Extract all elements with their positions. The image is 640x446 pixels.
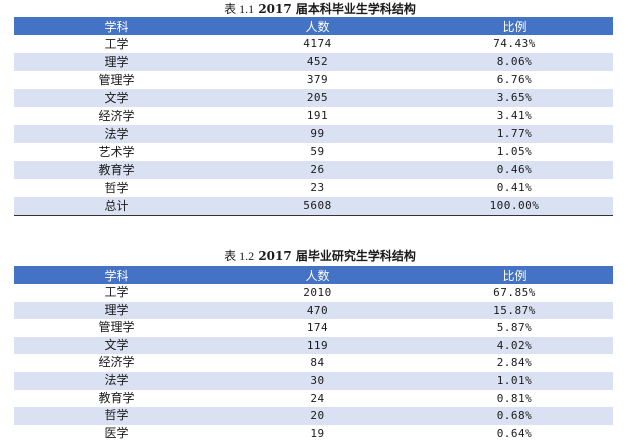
table-row: 教育学 26 0.46%: [14, 161, 613, 179]
discipline-cell: 管理学: [98, 73, 135, 87]
table-row: 文学 119 4.02%: [14, 336, 613, 355]
count-cell: 191: [306, 109, 329, 122]
discipline-cell: 理学: [14, 301, 219, 320]
table1-header-row: 学科 人数 比例: [14, 17, 613, 35]
table-row: 经济学 191 3.41%: [14, 107, 613, 125]
ratio-cell: 5.87%: [496, 321, 533, 335]
ratio-cell: 1.77%: [416, 125, 613, 143]
discipline-cell: 管理学: [98, 320, 135, 335]
table2-caption-title: 2017 届毕业研究生学科结构: [258, 249, 416, 263]
discipline-cell: 教育学: [98, 390, 135, 405]
count-cell: 5608: [219, 197, 416, 216]
discipline-cell: 文学: [14, 89, 219, 107]
table2-header-ratio: 比例: [416, 266, 613, 284]
table-row: 工学 4174 74.43%: [14, 35, 613, 53]
ratio-cell: 0.41%: [496, 181, 533, 194]
table-row: 艺术学 59 1.05%: [14, 143, 613, 161]
count-cell: 379: [306, 73, 329, 86]
table2-header-count: 人数: [219, 266, 416, 284]
table-row: 管理学 174 5.87%: [14, 319, 613, 337]
count-cell: 84: [310, 356, 325, 370]
ratio-cell: 3.65%: [416, 89, 613, 107]
discipline-cell: 工学: [104, 37, 129, 51]
table2-caption: 表 1.2 2017 届毕业研究生学科结构: [0, 248, 640, 264]
discipline-cell: 经济学: [98, 355, 135, 370]
ratio-cell: 0.81%: [496, 391, 533, 405]
count-cell: 4174: [303, 37, 332, 50]
count-cell: 19: [310, 426, 325, 440]
table1-caption: 表 1.1 2017 届本科毕业生学科结构: [0, 1, 640, 17]
count-cell: 24: [310, 391, 325, 405]
count-cell: 205: [219, 89, 416, 107]
count-cell: 174: [306, 321, 329, 335]
table1-undergraduate-disciplines: 学科 人数 比例 工学 4174 74.43% 理学 452 8.06% 管理学…: [14, 17, 613, 216]
table2-caption-label: 表 1.2: [224, 249, 255, 263]
table2-header-discipline: 学科: [14, 266, 219, 284]
ratio-cell: 15.87%: [416, 301, 613, 320]
count-cell: 99: [219, 125, 416, 143]
table1-header-count: 人数: [219, 17, 416, 35]
count-cell: 119: [219, 336, 416, 355]
table1-caption-label: 表 1.1: [224, 2, 255, 16]
count-cell: 2010: [303, 286, 332, 299]
ratio-cell: 67.85%: [493, 286, 536, 299]
ratio-cell: 3.41%: [496, 109, 533, 122]
ratio-cell: 8.06%: [416, 53, 613, 71]
discipline-cell: 法学: [14, 371, 219, 390]
count-cell: 30: [219, 371, 416, 390]
table2-graduate-disciplines: 学科 人数 比例 工学 2010 67.85% 理学 470 15.87% 管理…: [14, 266, 613, 442]
discipline-cell: 教育学: [14, 161, 219, 179]
discipline-cell: 法学: [14, 125, 219, 143]
count-cell: 59: [310, 145, 325, 158]
table1-header-ratio: 比例: [416, 17, 613, 35]
count-cell: 452: [219, 53, 416, 71]
table-row: 文学 205 3.65%: [14, 89, 613, 107]
ratio-cell: 1.05%: [496, 145, 533, 158]
table-row: 管理学 379 6.76%: [14, 71, 613, 89]
discipline-cell: 医学: [104, 425, 129, 440]
count-cell: 20: [219, 407, 416, 425]
ratio-cell: 74.43%: [493, 37, 536, 50]
table-row: 哲学 23 0.41%: [14, 179, 613, 197]
ratio-cell: 100.00%: [416, 197, 613, 216]
discipline-cell: 工学: [104, 285, 129, 299]
count-cell: 23: [310, 181, 325, 194]
table-row: 哲学 20 0.68%: [14, 407, 613, 425]
table-row: 理学 470 15.87%: [14, 301, 613, 320]
count-cell: 470: [219, 301, 416, 320]
table-row: 法学 30 1.01%: [14, 371, 613, 390]
ratio-cell: 0.64%: [496, 426, 533, 440]
table-row: 法学 99 1.77%: [14, 125, 613, 143]
discipline-cell: 文学: [14, 336, 219, 355]
table-row: 经济学 84 2.84%: [14, 354, 613, 372]
table1-caption-title: 2017 届本科毕业生学科结构: [258, 2, 416, 16]
ratio-cell: 0.68%: [416, 407, 613, 425]
ratio-cell: 0.46%: [416, 161, 613, 179]
discipline-cell: 哲学: [14, 407, 219, 425]
table-row: 工学 2010 67.85%: [14, 284, 613, 302]
table-row: 医学 19 0.64%: [14, 425, 613, 443]
discipline-cell: 理学: [14, 53, 219, 71]
ratio-cell: 6.76%: [496, 73, 533, 86]
count-cell: 26: [219, 161, 416, 179]
discipline-cell: 哲学: [104, 181, 129, 195]
table2-header-row: 学科 人数 比例: [14, 266, 613, 284]
ratio-cell: 1.01%: [416, 371, 613, 390]
table-row: 理学 452 8.06%: [14, 53, 613, 71]
table-row: 教育学 24 0.81%: [14, 390, 613, 408]
ratio-cell: 4.02%: [416, 336, 613, 355]
discipline-cell: 艺术学: [98, 145, 135, 159]
ratio-cell: 2.84%: [496, 356, 533, 370]
table1-header-discipline: 学科: [14, 17, 219, 35]
discipline-cell: 经济学: [98, 109, 135, 123]
table-row-total: 总计 5608 100.00%: [14, 197, 613, 216]
discipline-cell: 总计: [14, 197, 219, 216]
